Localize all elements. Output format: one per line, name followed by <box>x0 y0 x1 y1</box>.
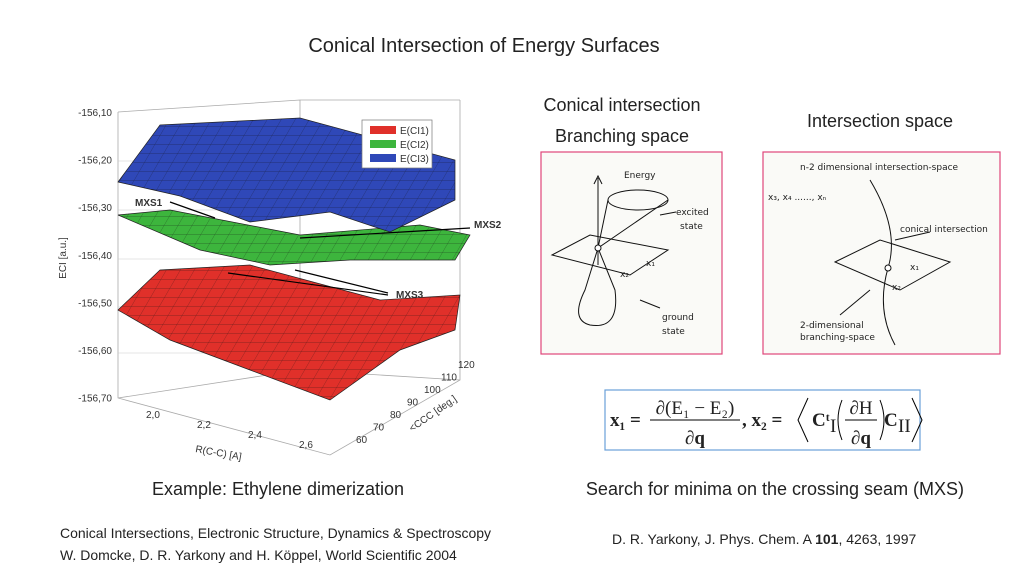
annotation: MXS1 <box>135 198 163 209</box>
reference: D. R. Yarkony, J. Phys. Chem. A 101, 426… <box>612 531 916 547</box>
z-tick-label: 60 <box>356 435 368 446</box>
reference: Conical Intersections, Electronic Struct… <box>60 525 491 541</box>
formula-part: ∂H <box>849 398 872 419</box>
diagram-label: branching-space <box>800 333 875 343</box>
legend-label: E(CI3) <box>400 154 429 165</box>
cone-diagram <box>550 174 677 327</box>
formula-part: I <box>830 416 836 437</box>
z-tick-label: 70 <box>373 423 385 434</box>
z-tick-label: 110 <box>441 373 457 384</box>
diagram-label: x₃, x₄ ......, xₙ <box>768 193 827 203</box>
annotation: MXS3 <box>396 290 424 301</box>
formula-part: II <box>898 416 911 437</box>
reference-part: 101 <box>815 531 839 547</box>
formula-part: ∂q <box>851 428 871 449</box>
diagram-label: excited <box>676 208 709 218</box>
heading: Conical intersection <box>543 95 700 115</box>
formula-part: x₁ = <box>610 410 641 431</box>
x-tick-label: 2,0 <box>146 410 160 421</box>
y-tick-label: -156,30 <box>78 203 112 214</box>
y-tick-label: -156,70 <box>78 394 112 405</box>
reference-part: , 4263, 1997 <box>838 531 916 547</box>
x-tick-label: 2,2 <box>197 420 211 431</box>
y-axis-label: ECI [a.u.] <box>58 237 69 279</box>
formula-part: Cᵗ <box>812 410 830 431</box>
diagram-label: state <box>662 327 685 337</box>
z-tick-label: 100 <box>424 385 441 396</box>
legend-label: E(CI1) <box>400 126 429 137</box>
diagram-label: x₂ <box>620 270 629 280</box>
diagram-label: x₂ <box>892 283 901 293</box>
reference-part: D. R. Yarkony, J. Phys. Chem. A <box>612 531 815 547</box>
diagram-label: x₁ <box>910 263 919 273</box>
heading: Branching space <box>555 126 689 146</box>
slide-title: Conical Intersection of Energy Surfaces <box>308 35 659 57</box>
y-tick-label: -156,10 <box>78 108 112 119</box>
diagram-label: ground <box>662 313 694 323</box>
surface-plot: E(CI1) E(CI2) E(CI3) MXS1 MXS2 MXS3 -156… <box>58 99 502 463</box>
x-axis-label: R(C-C) [A] <box>194 444 242 463</box>
heading: Intersection space <box>807 111 953 131</box>
diagram-label: 2-dimensional <box>800 321 864 331</box>
diagram-label: n-2 dimensional intersection-space <box>800 163 959 173</box>
formula-part: ∂(E₁ − E₂) <box>656 398 735 419</box>
x-tick-label: 2,4 <box>248 430 262 441</box>
figure-frame <box>762 151 1001 355</box>
formula-part: , x₂ = <box>742 410 782 431</box>
diagram-label: x₁ <box>646 259 655 269</box>
caption: Example: Ethylene dimerization <box>152 479 404 499</box>
x-tick-label: 2,6 <box>299 440 313 451</box>
reference: W. Domcke, D. R. Yarkony and H. Köppel, … <box>60 547 457 563</box>
diagram-label: conical intersection <box>900 225 988 235</box>
y-tick-label: -156,40 <box>78 251 112 262</box>
y-tick-label: -156,60 <box>78 346 112 357</box>
y-tick-label: -156,50 <box>78 298 112 309</box>
seam-diagram <box>833 179 952 346</box>
y-tick-label: -156,20 <box>78 156 112 167</box>
diagram-label: Energy <box>624 171 656 181</box>
search-text: Search for minima on the crossing seam (… <box>586 479 964 499</box>
figure-frame <box>540 151 723 355</box>
z-tick-label: 120 <box>458 360 475 371</box>
formula-part: ∂q <box>685 428 705 449</box>
diagram-label: state <box>680 222 703 232</box>
formula: x₁ = ∂(E₁ − E₂) ∂q , x₂ = Cᵗ I ∂H ∂q C I… <box>610 397 923 449</box>
formula-part: C <box>884 410 898 431</box>
annotation: MXS2 <box>474 220 502 231</box>
legend-label: E(CI2) <box>400 140 429 151</box>
z-tick-label: 90 <box>407 398 419 409</box>
z-tick-label: 80 <box>390 410 402 421</box>
